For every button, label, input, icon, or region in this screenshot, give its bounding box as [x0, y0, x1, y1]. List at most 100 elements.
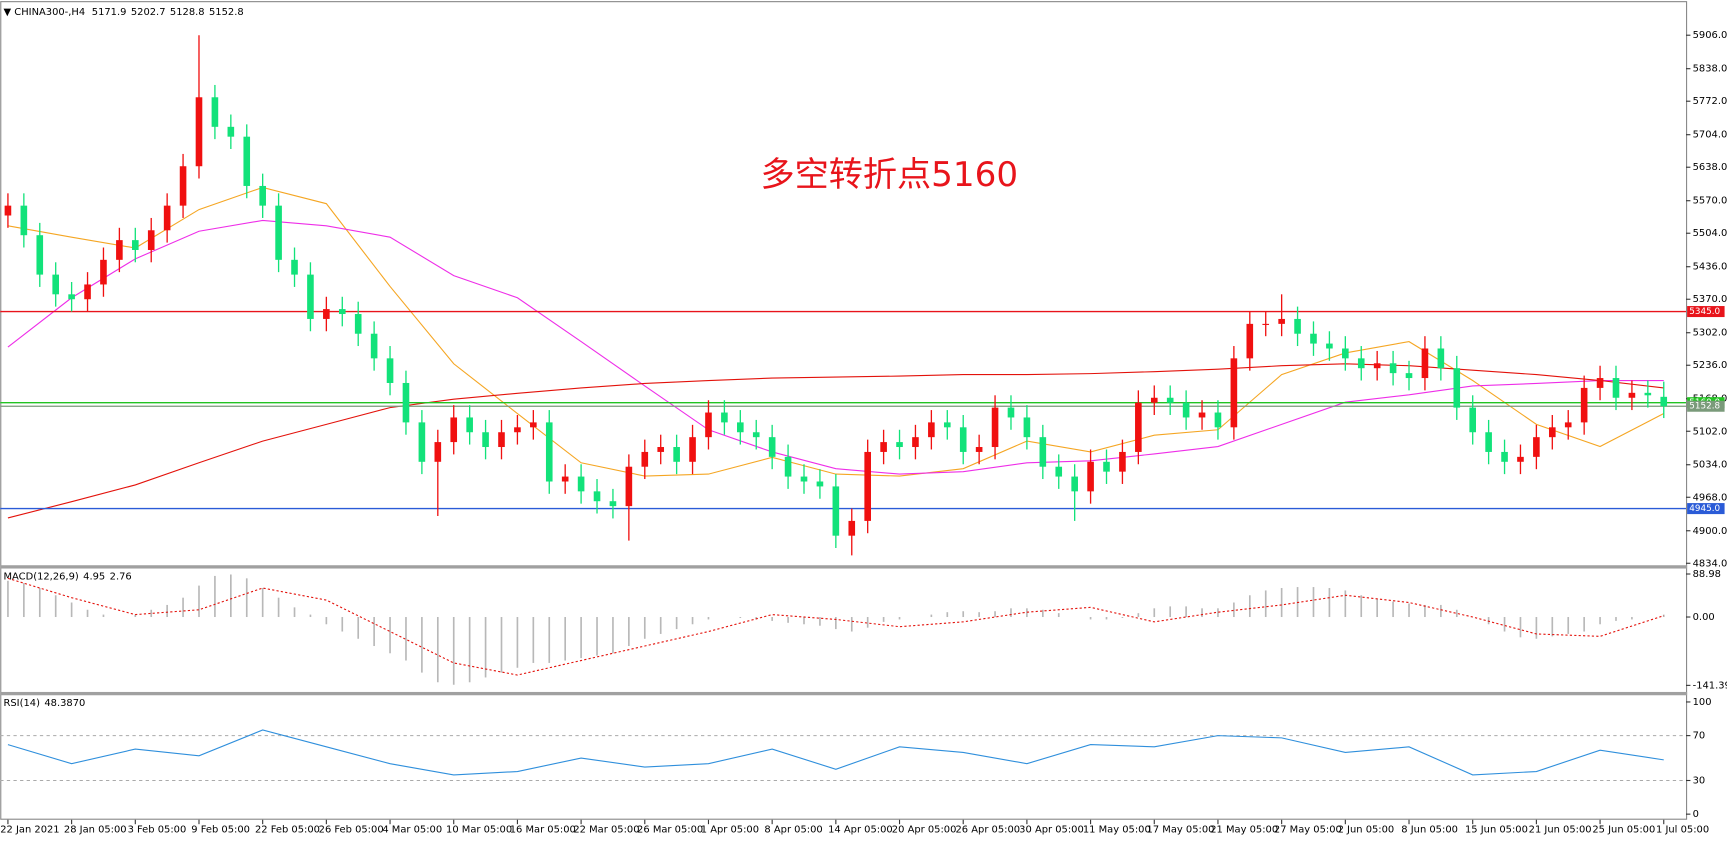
- candle-body: [1596, 378, 1604, 388]
- candle-body: [1485, 432, 1492, 452]
- candle-body: [1055, 466, 1063, 477]
- y-tick-label: 88.98: [1693, 569, 1721, 580]
- candle-body: [211, 97, 219, 127]
- candle-body: [1549, 427, 1556, 438]
- candle-body: [1357, 358, 1365, 369]
- level-label: 4945.0: [1689, 504, 1720, 514]
- candle-body: [20, 205, 28, 236]
- candle-body: [1453, 368, 1461, 408]
- y-tick-label: -141.39: [1693, 680, 1727, 691]
- menu-arrow: ▼: [4, 7, 15, 18]
- level-box: [1687, 306, 1725, 318]
- x-tick-label: 26 Apr 05:00: [956, 825, 1021, 836]
- candle-body: [514, 427, 521, 433]
- candle-body: [1198, 412, 1206, 418]
- y-tick-label: 4900.0: [1693, 526, 1727, 537]
- y-tick-label: 5102.0: [1693, 426, 1727, 437]
- candle-body: [227, 126, 235, 137]
- rsi-line: [7, 729, 1664, 776]
- x-tick-label: 2 Jun 05:00: [1338, 825, 1395, 836]
- candle-body: [1533, 437, 1540, 457]
- candle-body: [1230, 358, 1238, 428]
- candle-body: [975, 447, 983, 452]
- last-high: 5202.7: [131, 7, 166, 18]
- candle-body: [832, 486, 840, 536]
- candle-body: [545, 422, 553, 482]
- x-tick-label: 26 Feb 05:00: [319, 825, 384, 836]
- macd-last: 4.95: [83, 571, 105, 582]
- candle-body: [1087, 461, 1094, 492]
- candle-body: [116, 240, 123, 260]
- candle-body: [418, 422, 426, 462]
- moving-average: [7, 219, 1664, 475]
- last-open: 5171.9: [92, 7, 127, 18]
- candle-body: [1262, 323, 1270, 325]
- candle-body: [641, 451, 649, 467]
- candle-body: [1469, 407, 1477, 433]
- candle-body: [466, 417, 473, 433]
- rsi-label: RSI(14): [4, 698, 41, 709]
- candle-body: [147, 230, 155, 250]
- candle-body: [1039, 437, 1047, 467]
- x-tick-label: 3 Feb 05:00: [128, 825, 187, 836]
- candle-body: [1373, 363, 1381, 369]
- last-low: 5128.8: [170, 7, 205, 18]
- level-label: 5345.0: [1689, 307, 1720, 317]
- candle-body: [1278, 318, 1285, 324]
- x-tick-label: 20 Apr 05:00: [892, 825, 957, 836]
- x-tick-label: 17 May 05:00: [1147, 825, 1215, 836]
- candle-body: [52, 274, 60, 295]
- candle-body: [434, 442, 442, 462]
- candle-body: [593, 491, 601, 502]
- y-tick-label: 0: [1693, 809, 1699, 820]
- x-tick-label: 22 Jan 2021: [0, 825, 59, 836]
- x-tick-label: 14 Apr 05:00: [828, 825, 893, 836]
- rsi-header: RSI(14) 48.3870: [4, 698, 86, 709]
- candle-body: [896, 442, 903, 448]
- candle-body: [1326, 343, 1333, 349]
- x-tick-label: 30 Apr 05:00: [1019, 825, 1084, 836]
- pane-separator: [0, 565, 1688, 569]
- candle-body: [370, 333, 378, 359]
- x-tick-label: 28 Jan 05:00: [64, 825, 127, 836]
- x-tick-label: 11 May 05:00: [1083, 825, 1151, 836]
- candle-body: [498, 432, 505, 448]
- level-box: [1687, 503, 1725, 515]
- candle-body: [912, 437, 919, 448]
- x-tick-label: 4 Mar 05:00: [382, 825, 442, 836]
- y-tick-label: 5504.0: [1693, 228, 1727, 239]
- candle-body: [1389, 363, 1397, 374]
- frame: [0, 1, 1688, 820]
- candle-body: [386, 358, 394, 383]
- y-tick-label: 30: [1693, 775, 1706, 786]
- x-tick-label: 8 Apr 05:00: [764, 825, 822, 836]
- x-tick-label: 8 Jun 05:00: [1401, 825, 1458, 836]
- candle-body: [1580, 387, 1588, 423]
- y-tick-label: 4968.0: [1693, 492, 1727, 503]
- y-tick-label: 5236.0: [1693, 360, 1727, 371]
- y-tick-label: 5034.0: [1693, 460, 1727, 471]
- candle-body: [561, 476, 569, 482]
- candle-body: [1007, 407, 1015, 418]
- level-box: [1687, 400, 1725, 412]
- candle-body: [1310, 333, 1317, 344]
- x-tick-label: 25 Jun 05:00: [1592, 825, 1655, 836]
- candle-body: [1119, 451, 1126, 472]
- candle-body: [402, 382, 410, 423]
- x-tick-label: 22 Feb 05:00: [255, 825, 320, 836]
- x-tick-label: 10 Mar 05:00: [446, 825, 512, 836]
- candle-body: [100, 259, 107, 285]
- rsi-last: 48.3870: [44, 698, 85, 709]
- candle-body: [737, 422, 744, 433]
- level-label: 5152.8: [1689, 402, 1720, 412]
- candle-body: [959, 427, 967, 452]
- y-tick-label: 5638.0: [1693, 162, 1727, 173]
- candle-body: [1501, 451, 1508, 462]
- y-tick-label: 5906.0: [1693, 30, 1727, 41]
- annotation: 多空转折点5160: [760, 155, 1018, 195]
- candle-body: [338, 309, 346, 315]
- candle-body: [195, 97, 203, 167]
- signal-last: 2.76: [110, 571, 132, 582]
